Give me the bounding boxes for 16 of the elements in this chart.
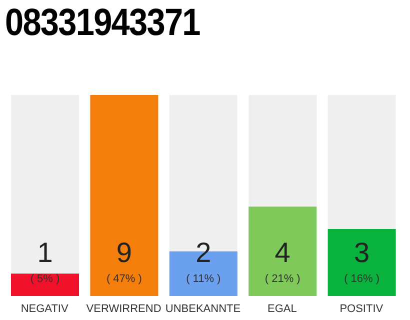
x-tick-label: POSITIV bbox=[340, 302, 384, 315]
annotation: ( 5% ) bbox=[30, 273, 60, 285]
data-label: 3 bbox=[354, 237, 370, 268]
x-tick-label: UNBEKANNTE bbox=[165, 302, 241, 315]
data-label: 4 bbox=[274, 237, 290, 268]
x-tick-label: NEGATIV bbox=[20, 302, 69, 315]
annotation: ( 16% ) bbox=[344, 273, 380, 285]
data-label: 9 bbox=[116, 237, 132, 268]
x-tick-label: EGAL bbox=[268, 302, 297, 315]
data-label: 1 bbox=[37, 237, 53, 268]
chart-title: 08331943371 bbox=[5, 2, 200, 45]
annotation: ( 47% ) bbox=[106, 273, 142, 285]
bar bbox=[11, 274, 79, 296]
x-tick-label: VERWIRREND bbox=[86, 302, 162, 315]
annotation: ( 21% ) bbox=[264, 273, 300, 285]
annotation: ( 11% ) bbox=[186, 273, 221, 285]
